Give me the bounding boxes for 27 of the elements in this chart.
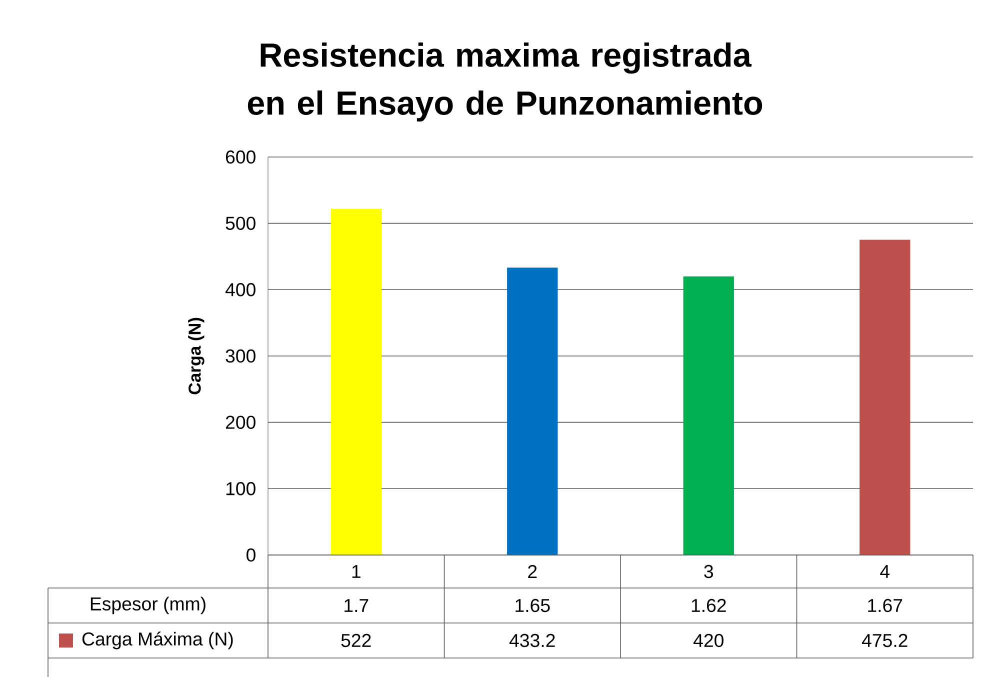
bar [507,267,558,555]
bar [683,276,734,555]
y-axis-title: Carga (N) [188,318,204,394]
y-tick-label: 0 [246,548,256,562]
text: 1.65 [516,598,550,612]
bar [330,208,382,555]
bar [860,240,910,555]
y-tick-label: 100 [226,482,256,496]
y-tick-label: 400 [225,282,256,296]
y-tick-label: 200 [226,416,256,429]
text: 1.62 [692,598,726,612]
x-tick-label: 1 [352,564,360,578]
chart-title: Resistencia maxima registrada en el Ensayo de Punzonamiento [248,42,762,122]
legend-label: Carga Máxima (N) [82,631,233,650]
y-tick-label: 500 [226,216,256,230]
y-tick-label: 300 [226,349,256,362]
data-label: 420 [693,634,724,647]
x-tick-label: 4 [880,564,890,578]
data-label: 475.2 [862,634,908,647]
text: 1.67 [868,598,902,612]
x-tick-label: 3 [704,564,713,578]
x-tick-label: 2 [528,564,537,578]
data-label: 433.2 [509,634,555,647]
text: 1.7 [344,598,368,612]
text: Espesor (mm) [90,596,206,614]
data-label: 522 [341,634,371,647]
y-tick-label: 600 [226,150,256,164]
